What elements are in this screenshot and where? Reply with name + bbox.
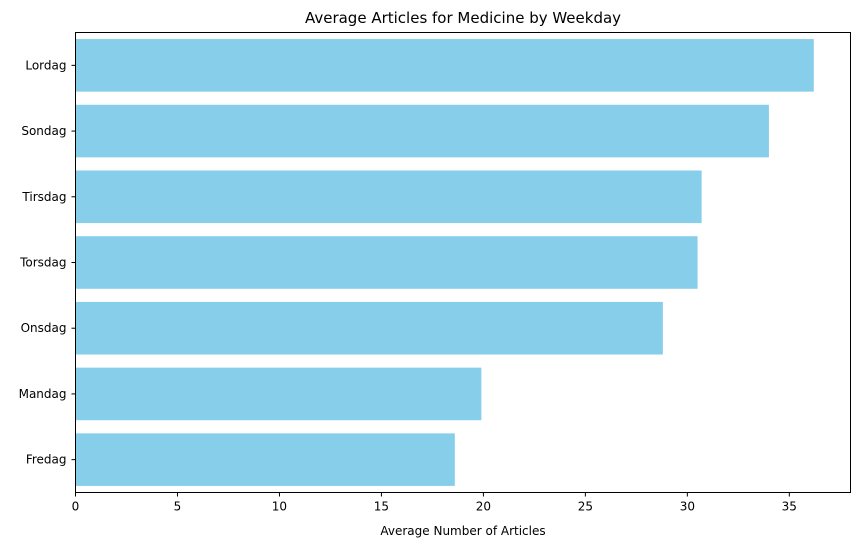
y-tick-label: Mandag (19, 387, 67, 401)
y-tick-label: Onsdag (21, 321, 67, 335)
y-tick-label: Lordag (25, 58, 66, 72)
bar-onsdag (75, 301, 663, 355)
x-tick-label: 30 (680, 500, 695, 514)
plot-frame (75, 32, 851, 493)
x-tick-label: 20 (476, 500, 491, 514)
y-axis-ticks: Lordag Sondag Tirsdag Torsdag Onsdag Mandag Fr… (19, 58, 76, 467)
y-tick-label: Torsdag (19, 256, 66, 270)
x-tick-label: 5 (174, 500, 182, 514)
bars-group (75, 39, 814, 486)
bar-fredag (75, 433, 455, 486)
bar-mandag (75, 367, 482, 421)
bar-lordag (75, 39, 814, 92)
x-tick-label: 25 (578, 500, 593, 514)
y-tick-label: Sondag (21, 124, 66, 138)
bar-torsdag (75, 236, 698, 289)
chart-title: Average Articles for Medicine by Weekday (305, 9, 621, 27)
x-axis-ticks: 0 5 10 15 20 25 30 35 (72, 492, 797, 514)
bar-sondag (75, 104, 769, 158)
y-tick-label: Tirsdag (21, 190, 66, 204)
x-tick-label: 0 (72, 500, 80, 514)
x-tick-label: 10 (272, 500, 287, 514)
x-axis-label: Average Number of Articles (380, 524, 545, 538)
x-tick-label: 35 (782, 500, 797, 514)
x-tick-label: 15 (374, 500, 389, 514)
y-tick-label: Fredag (26, 453, 67, 467)
bar-tirsdag (75, 170, 702, 224)
